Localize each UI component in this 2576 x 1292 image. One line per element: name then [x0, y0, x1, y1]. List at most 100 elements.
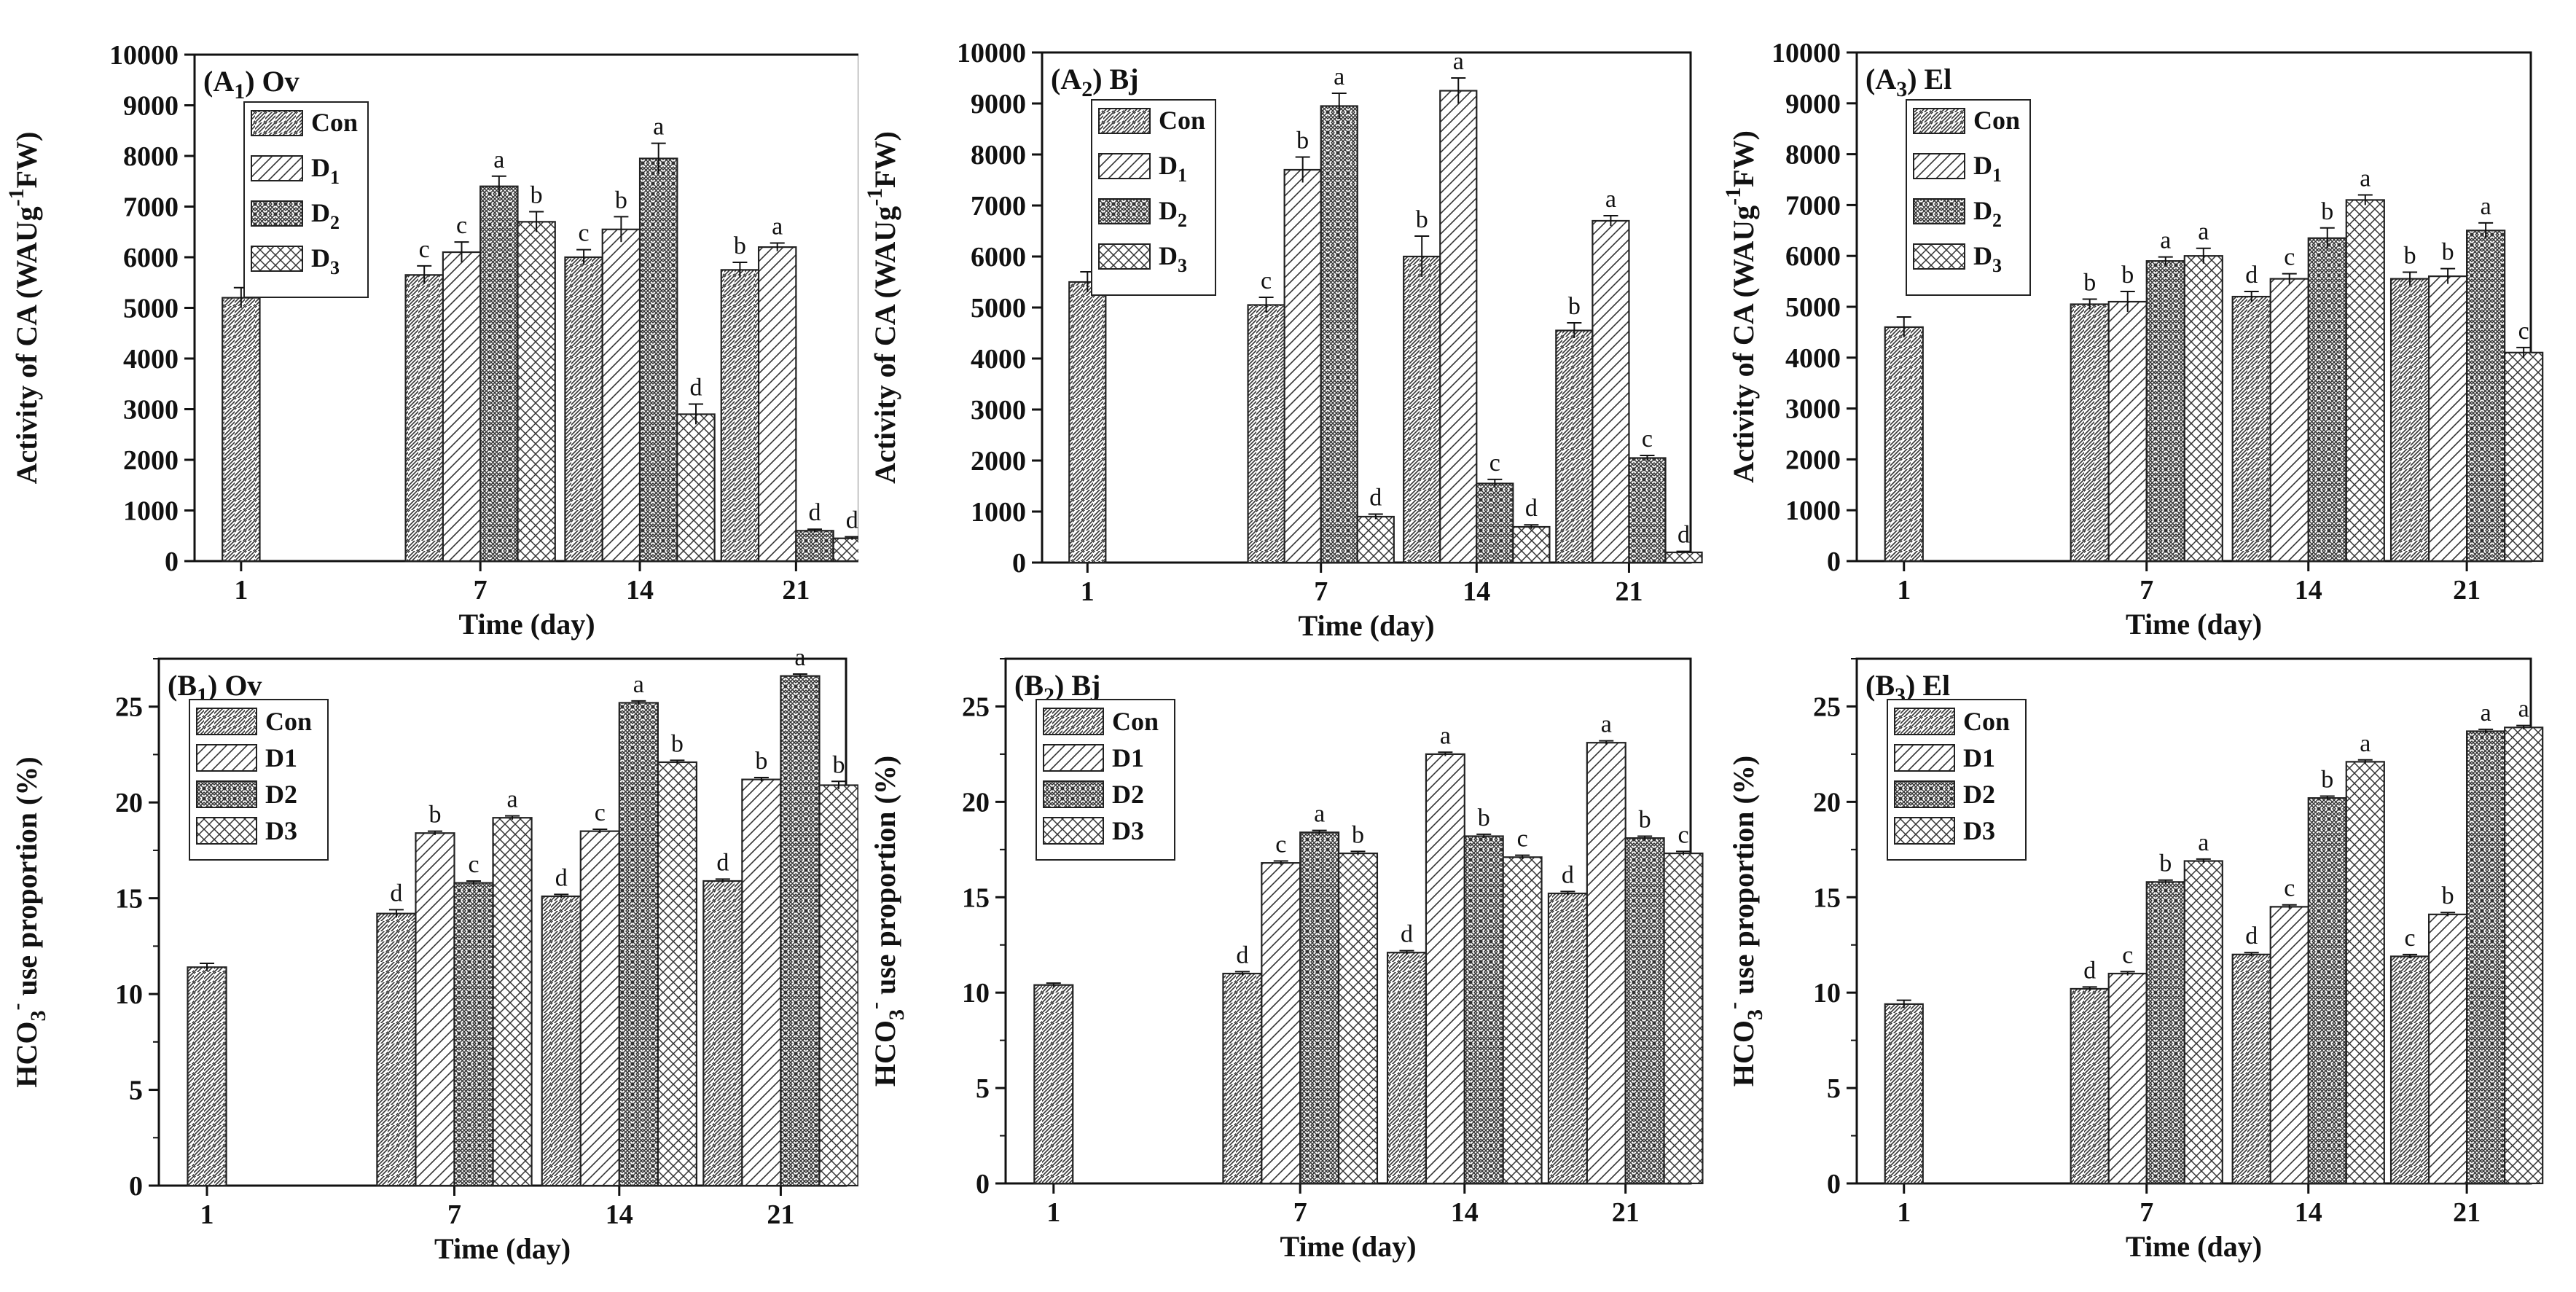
y-tick-label: 9000 — [1785, 89, 1841, 120]
y-tick-label: 10 — [962, 978, 990, 1009]
panel-title-species: ) Ov — [245, 65, 299, 98]
panel-title-species: ) El — [1906, 669, 1950, 702]
legend-label-base: D — [1159, 241, 1178, 270]
legend-label-d2: D2 — [1973, 196, 2002, 231]
legend-label-sub: 1 — [330, 167, 340, 188]
x-tick-label: 21 — [2453, 575, 2481, 606]
bar-d2-day-14 — [638, 157, 678, 563]
y-tick-label: 5 — [129, 1076, 143, 1106]
significance-letter: b — [832, 751, 845, 778]
significance-letter: c — [579, 220, 590, 247]
y-tick-label: 0 — [1827, 1169, 1841, 1199]
x-tick-label: 7 — [2140, 1197, 2153, 1228]
y-axis-label-main: Activity of CA (WAUg — [10, 206, 43, 484]
legend-label-base: D1 — [265, 743, 297, 772]
x-axis-label: Time (day) — [1280, 1230, 1416, 1263]
y-axis-label-tail: use proportion (%) — [1727, 756, 1760, 1002]
significance-letter: d — [716, 849, 729, 876]
y-tick-label: 10 — [115, 979, 143, 1010]
panel-title-letter: (A — [1866, 63, 1896, 95]
legend-label-base: Con — [1973, 106, 2020, 135]
y-tick-label: 1000 — [971, 497, 1026, 528]
y-tick-label: 1000 — [1785, 496, 1841, 526]
x-axis-label: Time (day) — [434, 1232, 571, 1265]
y-axis-label-main: HCO — [869, 1020, 901, 1087]
legend-label-sub: 3 — [330, 257, 340, 278]
legend-label-base: Con — [1112, 707, 1159, 736]
legend-label-d3: D3 — [1963, 816, 1995, 845]
y-axis-label-sup: -1 — [4, 188, 28, 206]
bar-d2-day-21 — [795, 530, 834, 563]
bar-d1-day-7 — [1283, 168, 1322, 564]
legend-label-con: Con — [1112, 707, 1159, 736]
significance-letter: c — [468, 851, 479, 878]
bar-d3-day-14 — [2345, 761, 2385, 1185]
bar-d1-day-7 — [2107, 300, 2148, 563]
bar-d2-day-14 — [2307, 797, 2347, 1185]
bar-con-day-21 — [702, 880, 743, 1187]
bar-d3-day-7 — [517, 221, 556, 563]
bar-d2-day-14 — [1463, 835, 1504, 1185]
x-tick-label: 14 — [1451, 1197, 1479, 1228]
x-axis-label: Time (day) — [1298, 609, 1434, 642]
y-tick-label: 0 — [1827, 547, 1841, 577]
y-tick-label: 7000 — [1785, 190, 1841, 221]
legend-label-base: D3 — [265, 816, 297, 845]
y-tick-label: 10000 — [957, 38, 1026, 68]
bar-d3-day-21 — [2504, 351, 2544, 563]
bar-d1-day-21 — [757, 246, 797, 563]
y-tick-label: 0 — [1012, 548, 1026, 579]
y-tick-label: 9000 — [971, 89, 1026, 120]
panel-title: (A1) Ov — [203, 65, 300, 103]
significance-letter: d — [2083, 957, 2096, 984]
bar-con-day-7 — [2070, 987, 2110, 1185]
legend-swatch-con — [251, 110, 303, 136]
y-tick-label: 25 — [115, 692, 143, 723]
bar-d2-day-21 — [1624, 837, 1665, 1185]
significance-letter: d — [2245, 262, 2258, 289]
legend-label-base: D1 — [1112, 743, 1144, 772]
legend-swatch-d2 — [1098, 198, 1151, 224]
x-tick-label: 14 — [1463, 576, 1490, 607]
significance-letter: a — [1334, 63, 1344, 90]
significance-letter: d — [1677, 522, 1690, 549]
legend-label-d3: D3 — [1973, 241, 2002, 276]
legend-swatch-con — [1913, 108, 1965, 134]
legend-swatch-con — [196, 708, 257, 735]
x-tick-label: 7 — [447, 1199, 461, 1230]
legend-swatch-d2 — [1894, 780, 1955, 808]
y-axis-label-main: HCO — [10, 1022, 43, 1088]
y-tick-label: 8000 — [1785, 140, 1841, 171]
significance-letter: b — [1639, 806, 1651, 833]
bar-d3-day-21 — [1663, 852, 1704, 1185]
bar-d1-day-7 — [2107, 972, 2148, 1185]
legend-swatch-con — [1098, 108, 1151, 134]
chart-panel-b1: 0 5 10 15 20 25 HCO3- use proportion (%) 1 7 14 21… — [4, 646, 858, 1265]
y-tick-label: 20 — [1813, 787, 1841, 818]
legend-label-sub: 2 — [1992, 210, 2002, 231]
bar-con-day-1 — [187, 966, 227, 1187]
significance-letter: b — [1352, 821, 1364, 848]
significance-letter: a — [772, 214, 783, 240]
legend-label-d2: D2 — [1159, 196, 1187, 231]
bar-d3-day-7 — [2183, 255, 2223, 563]
y-tick-label: 3000 — [971, 395, 1026, 426]
x-tick-label: 14 — [626, 575, 654, 606]
bar-d3-day-14 — [1502, 856, 1543, 1185]
bar-d1-day-7 — [1261, 862, 1301, 1185]
x-tick-label: 1 — [1081, 576, 1095, 607]
significance-letter: b — [755, 748, 767, 775]
panel-title-letter: (B — [1014, 669, 1044, 702]
significance-letter: b — [1568, 293, 1581, 320]
y-axis-label-sub: 3 — [26, 1011, 50, 1022]
legend-label-con: Con — [1963, 707, 2010, 736]
significance-letter: d — [1401, 921, 1413, 948]
y-tick-label: 9000 — [123, 91, 179, 122]
panel-title: (B1) Ov — [168, 669, 262, 708]
significance-letter: c — [2405, 925, 2416, 952]
legend-label-con: Con — [265, 707, 312, 736]
significance-letter: b — [1416, 206, 1428, 233]
legend-swatch-d1 — [1098, 153, 1151, 179]
panel-title-letter: (A — [203, 65, 234, 98]
